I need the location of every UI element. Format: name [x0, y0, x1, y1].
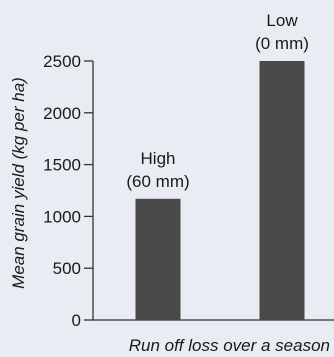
- bar-label-line1: Low: [266, 11, 298, 30]
- bar: [259, 61, 305, 320]
- bar-labels: High (60 mm) Low (0 mm): [126, 11, 309, 191]
- y-tick-label: 2500: [43, 52, 81, 71]
- x-axis-title: Run off loss over a season: [129, 336, 330, 355]
- bar-label-line2: (0 mm): [255, 34, 309, 53]
- y-tick-label: 500: [53, 259, 81, 278]
- y-tick-label: 1000: [43, 207, 81, 226]
- y-tick-label: 1500: [43, 156, 81, 175]
- bar-label-line1: High: [141, 149, 176, 168]
- y-axis-title: Mean grain yield (kg per ha): [9, 77, 28, 289]
- y-tick-label: 0: [72, 311, 81, 330]
- y-axis: 0 500 1000 1500 2000 2500: [43, 52, 334, 330]
- bar: [135, 198, 181, 320]
- y-tick-label: 2000: [43, 104, 81, 123]
- bar-label-line2: (60 mm): [126, 172, 189, 191]
- bars: [135, 61, 305, 320]
